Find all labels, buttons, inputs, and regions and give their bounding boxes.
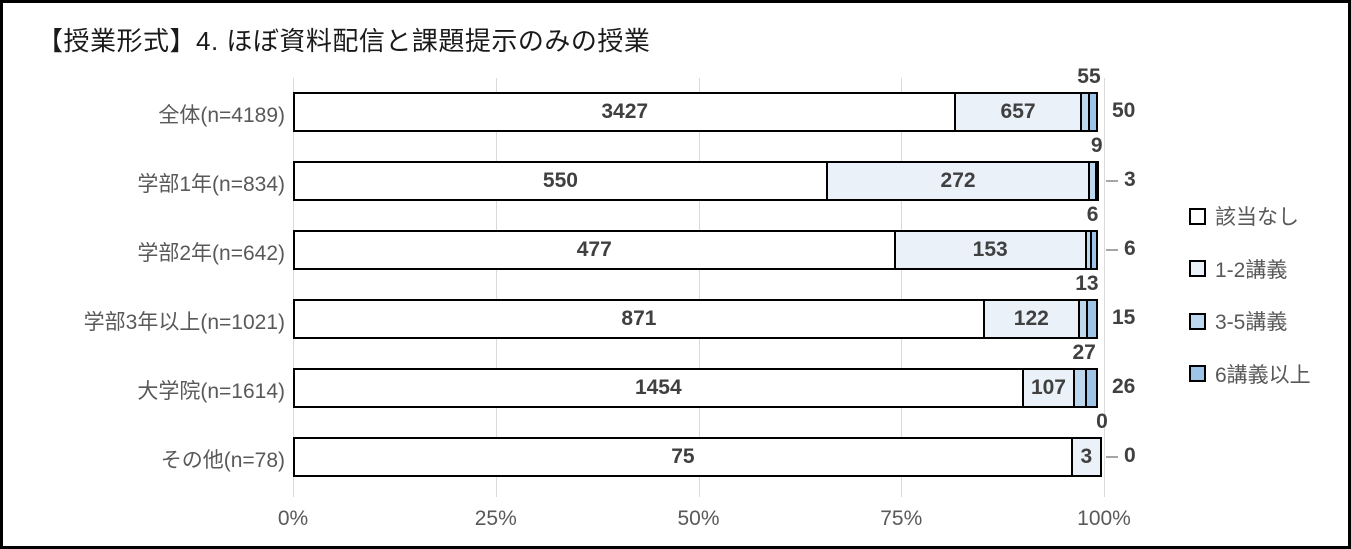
bar-segment: 1454 [293,367,1024,408]
bar-segment: 122 [982,298,1080,339]
legend-item: 3-5講義 [1189,306,1287,336]
right-value-label: 26 [1112,374,1136,398]
gridline [495,78,497,497]
bar-segment: 550 [293,161,828,202]
bar-segment [1095,161,1100,202]
bar-row: 550 272 [293,161,1104,202]
chart-title: 【授業形式】4. ほぼ資料配信と課題提示のみの授業 [37,26,651,56]
bar-row: 75 3 [293,436,1104,477]
right-value-label: 3 [1124,168,1136,192]
legend-item: 1-2講義 [1189,254,1287,284]
legend-label: 3-5講義 [1215,311,1288,334]
category-label: 大学院(n=1614) [137,379,285,403]
category-label: 学部2年(n=642) [137,242,285,266]
legend-swatch [1189,207,1206,225]
bar-segment: 272 [825,161,1091,202]
x-tick-label: 100% [1077,507,1131,530]
category-label: 全体(n=4189) [158,104,285,128]
leader-line [1106,249,1118,252]
legend-swatch [1189,365,1206,382]
legend-label: 6講義以上 [1215,363,1311,387]
above-value-label: 13 [1075,271,1099,295]
above-value-label: 27 [1072,340,1096,364]
bar-row: 477 153 [293,230,1104,271]
bar-row: 871 122 [293,298,1104,339]
bar-segment: 75 [293,436,1073,477]
segment-value-label: 1454 [634,375,682,399]
bar-segment [1084,367,1098,408]
bar-segment: 3 [1070,436,1102,477]
gridline [1104,78,1105,497]
segment-value-label: 107 [1030,375,1066,399]
bar-segment: 871 [293,298,985,339]
category-label: 学部1年(n=834) [137,173,285,197]
bar-segment: 107 [1021,367,1076,408]
x-tick-label: 0% [277,507,309,530]
bar-segment [1088,92,1098,133]
legend-item: 該当なし [1189,201,1299,231]
above-value-label: 6 [1086,203,1099,227]
right-value-label: 6 [1124,237,1136,261]
right-value-label: 0 [1124,443,1136,467]
segment-value-label: 477 [576,238,612,262]
bar-segment: 153 [893,230,1087,271]
legend-item: 6講義以上 [1189,359,1311,389]
segment-value-label: 3 [1080,444,1093,468]
segment-value-label: 550 [542,169,578,193]
x-tick-label: 25% [474,507,517,530]
gridline [698,78,700,497]
legend-label: 1-2講義 [1215,258,1288,282]
category-label: 学部3年以上(n=1021) [83,310,285,334]
leader-line [1106,455,1118,458]
right-value-label: 15 [1112,305,1136,329]
bar-segment: 657 [954,92,1082,133]
above-value-label: 0 [1096,409,1108,433]
segment-value-label: 871 [621,306,657,330]
gridline [293,78,294,497]
above-value-label: 55 [1077,65,1101,89]
gridline [901,78,903,497]
bar-segment: 477 [293,230,896,271]
x-tick-label: 75% [880,507,923,530]
segment-value-label: 75 [671,444,695,468]
legend-swatch [1189,312,1206,330]
leader-line [1106,180,1118,183]
segment-value-label: 122 [1013,306,1049,330]
bar-row: 1454 107 [293,367,1104,408]
bar-segment [1090,230,1098,271]
legend-label: 該当なし [1215,206,1299,229]
bar-segment [1086,298,1098,339]
segment-value-label: 3427 [601,100,649,124]
bar-row: 3427 657 [293,92,1104,133]
segment-value-label: 153 [972,238,1008,262]
x-tick-label: 50% [677,507,720,530]
right-value-label: 50 [1112,99,1136,123]
above-value-label: 9 [1090,134,1103,158]
legend-swatch [1189,260,1206,277]
bar-segment: 3427 [293,92,957,133]
segment-value-label: 272 [940,169,976,193]
category-label: その他(n=78) [160,448,285,472]
segment-value-label: 657 [1000,100,1036,124]
